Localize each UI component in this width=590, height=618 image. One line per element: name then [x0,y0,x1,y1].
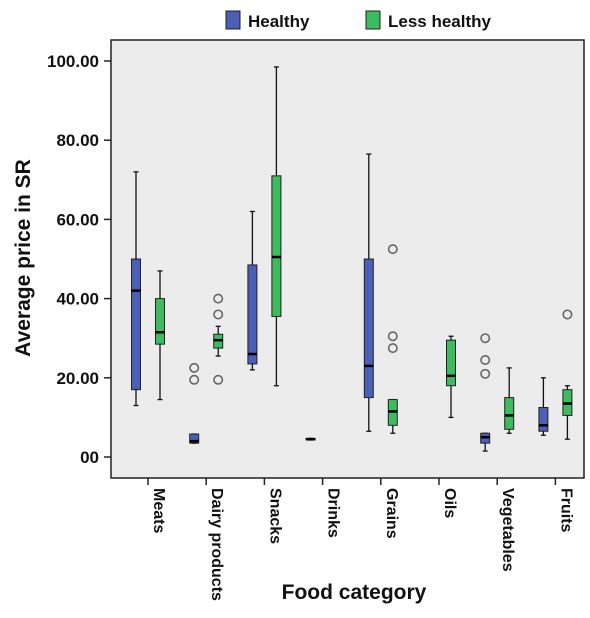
legend-swatch-healthy [225,10,241,30]
box-healthy-snacks [247,210,258,371]
box-iqr [131,258,141,391]
x-category-label: Grains [383,488,400,539]
y-tick-label: 100.00 [47,52,99,71]
outlier-point [213,309,224,320]
x-category-label: Fruits [557,488,574,533]
x-category-label: Meats [150,488,167,533]
box-less-healthy-meats [155,270,165,401]
legend-label-less-healthy: Less healthy [388,12,492,31]
box-less-healthy-snacks [271,66,282,387]
legend-swatch-less-healthy [365,10,381,30]
box-iqr [363,258,374,399]
x-category-label: Oils [441,488,458,518]
outlier-point [480,354,491,365]
box-less-healthy-fruits [562,309,573,440]
y-tick-label: 60.00 [56,210,99,229]
outlier-point [213,293,224,304]
y-tick-label: 40.00 [56,290,99,309]
y-tick-label: 20.00 [56,369,99,388]
x-category-label: Snacks [266,488,283,544]
outlier-point [213,374,224,385]
box-healthy-drinks [305,437,316,441]
box-healthy-dairy-products [189,362,200,444]
box-less-healthy-grains [387,244,398,434]
box-less-healthy-vegetables [504,367,515,434]
x-axis-title: Food category [282,581,427,604]
legend: Healthy Less healthy [225,10,492,31]
y-tick-label: 80.00 [56,131,99,150]
x-category-label: Drinks [325,488,342,538]
x-category-label: Dairy products [208,488,225,601]
box-iqr [446,339,456,387]
outlier-point [189,374,200,385]
box-healthy-grains [363,153,374,432]
box-less-healthy-oils [446,335,456,419]
box-iqr [538,407,549,432]
legend-label-healthy: Healthy [248,12,310,31]
outlier-point [480,368,491,379]
x-category-label: Vegetables [499,488,516,572]
outlier-point [480,333,491,344]
box-less-healthy-dairy-products [213,293,224,385]
box-iqr [189,433,200,444]
outlier-point [562,309,573,320]
y-axis: 00 20.00 40.00 60.00 80.00 100.00 [47,52,111,467]
outlier-point [387,331,398,342]
outlier-point [387,244,398,255]
box-iqr [247,264,258,365]
box-iqr [271,175,282,317]
box-healthy-vegetables [480,333,491,452]
box-healthy-fruits [538,377,549,436]
box-iqr [155,298,165,345]
y-tick-label: 00 [80,448,99,467]
outlier-point [189,362,200,373]
box-iqr [504,397,515,430]
x-axis: Meats Dairy products Snacks Drinks Grains Oil… [147,478,574,601]
box-healthy-meats [131,171,141,407]
outlier-point [387,343,398,354]
box-series [131,66,573,452]
y-axis-title: Average price in SR [12,159,35,357]
